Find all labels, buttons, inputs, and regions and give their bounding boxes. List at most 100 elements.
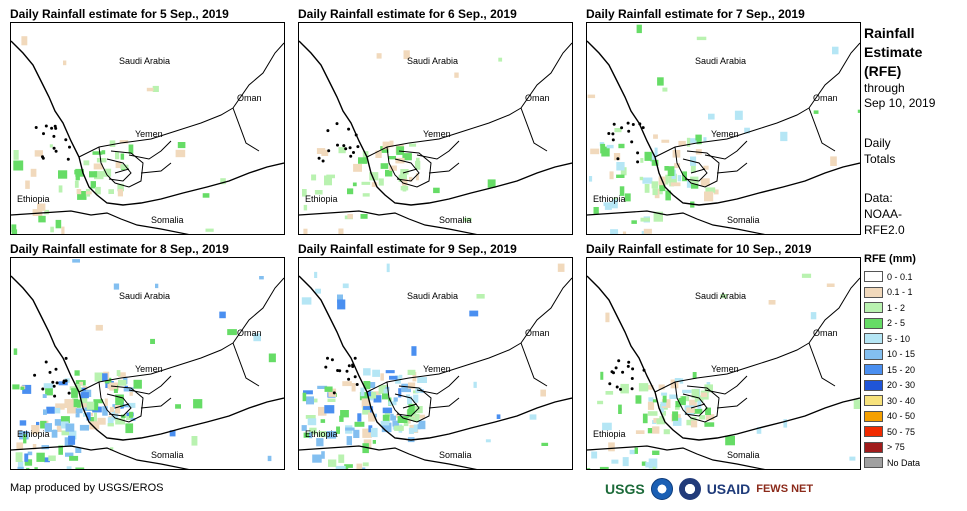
rainfall-cell bbox=[810, 312, 817, 320]
rainfall-cell bbox=[115, 151, 120, 160]
rainfall-cell bbox=[652, 188, 658, 196]
rainfall-cell bbox=[303, 204, 308, 211]
rainfall-cell bbox=[302, 392, 307, 402]
legend-label: 1 - 2 bbox=[887, 302, 906, 313]
side-through: through Sep 10, 2019 bbox=[864, 81, 935, 111]
island bbox=[353, 356, 357, 360]
rainfall-cell bbox=[54, 407, 61, 414]
rainfall-cell bbox=[540, 389, 546, 397]
rainfall-cell bbox=[44, 423, 52, 432]
map-label-yemen: Yemen bbox=[711, 364, 739, 374]
rainfall-cell bbox=[695, 134, 702, 141]
rainfall-cell bbox=[21, 36, 28, 46]
border-line bbox=[682, 158, 708, 182]
rainfall-cell bbox=[393, 397, 398, 402]
rainfall-cell bbox=[476, 294, 485, 299]
border-line bbox=[520, 42, 572, 109]
rainfall-cell bbox=[667, 166, 675, 176]
rainfall-cell bbox=[704, 384, 713, 393]
rainfall-cell bbox=[76, 189, 82, 195]
rainfall-cell bbox=[589, 176, 593, 182]
panel-6-sep: Daily Rainfall estimate for 6 Sep., 2019… bbox=[298, 7, 573, 235]
rainfall-cell bbox=[376, 53, 382, 59]
rainfall-cell bbox=[635, 395, 642, 404]
rainfall-cell bbox=[635, 430, 645, 434]
rainfall-cell bbox=[675, 406, 680, 410]
rainfall-cell bbox=[86, 412, 91, 421]
border-line bbox=[690, 403, 706, 409]
rainfall-cell bbox=[372, 369, 380, 377]
rainfall-cell bbox=[407, 382, 416, 389]
legend-label: 10 - 15 bbox=[887, 349, 916, 360]
rainfall-cell bbox=[380, 420, 390, 426]
rainfall-map: Saudi Arabia Oman Yemen Ethiopia Somalia bbox=[298, 22, 573, 235]
data-label: Data: bbox=[864, 191, 893, 205]
map-label-oman: Oman bbox=[813, 93, 838, 103]
rainfall-cell bbox=[152, 85, 159, 92]
legend-swatch bbox=[864, 271, 883, 283]
rainfall-cell bbox=[677, 175, 682, 182]
rainfall-cell bbox=[826, 283, 835, 287]
rainfall-cell bbox=[338, 147, 346, 154]
rainfall-cell bbox=[700, 178, 710, 187]
rainfall-cell bbox=[95, 324, 103, 331]
rainfall-cell bbox=[682, 389, 692, 394]
rainfall-cell bbox=[670, 182, 681, 187]
rainfall-cell bbox=[401, 178, 408, 186]
border-line bbox=[366, 107, 522, 158]
rainfall-cell bbox=[109, 406, 114, 413]
rainfall-cell bbox=[68, 430, 77, 440]
rainfall-cell bbox=[15, 452, 23, 462]
island bbox=[620, 126, 624, 130]
coastline bbox=[11, 275, 284, 441]
legend-item: 20 - 30 bbox=[864, 378, 920, 394]
rainfall-cell bbox=[686, 180, 693, 188]
rainfall-cell bbox=[651, 159, 659, 166]
map-label-somalia: Somalia bbox=[727, 215, 760, 225]
rainfall-cell bbox=[661, 392, 668, 396]
rainfall-cell bbox=[34, 150, 43, 157]
legend-swatch bbox=[864, 457, 883, 469]
rainfall-cell bbox=[346, 436, 352, 446]
rainfall-cell bbox=[696, 36, 707, 41]
panel-9-sep: Daily Rainfall estimate for 9 Sep., 2019… bbox=[298, 242, 573, 470]
legend-label: > 75 bbox=[887, 442, 905, 453]
side-data: Data: NOAA- RFE2.0 bbox=[864, 190, 905, 238]
rainfall-cell bbox=[67, 407, 77, 414]
island bbox=[332, 391, 336, 395]
rainfall-cell bbox=[324, 175, 332, 186]
island bbox=[52, 146, 56, 150]
rainfall-cell bbox=[318, 406, 327, 416]
border-line bbox=[128, 375, 172, 395]
rainfall-cell bbox=[686, 407, 695, 413]
rainfall-cell bbox=[337, 299, 346, 310]
rainfall-cell bbox=[372, 440, 376, 444]
rainfall-cell bbox=[618, 143, 625, 149]
rainfall-cell bbox=[115, 401, 124, 407]
border-line bbox=[232, 107, 260, 152]
map-label-saudi: Saudi Arabia bbox=[407, 291, 459, 301]
rainfall-cell bbox=[318, 431, 327, 438]
panel-title: Daily Rainfall estimate for 9 Sep., 2019 bbox=[298, 242, 517, 256]
island bbox=[630, 377, 634, 380]
border-line bbox=[716, 162, 748, 174]
rainfall-cell bbox=[691, 389, 700, 399]
rainfall-cell bbox=[360, 387, 365, 397]
rainfall-cell bbox=[312, 454, 322, 463]
rainfall-cell bbox=[405, 394, 410, 398]
rainfall-cell bbox=[690, 420, 698, 428]
border-line bbox=[232, 42, 284, 109]
rainfall-cell bbox=[652, 426, 660, 434]
rainfall-cell bbox=[118, 372, 126, 378]
rainfall-cell bbox=[314, 271, 318, 278]
rainfall-cell bbox=[175, 149, 186, 158]
rainfall-cell bbox=[593, 207, 599, 214]
rainfall-cell bbox=[642, 177, 653, 184]
island bbox=[342, 144, 346, 148]
rainfall-cell bbox=[32, 444, 37, 450]
map-label-yemen: Yemen bbox=[135, 364, 163, 374]
africa-coastline bbox=[299, 210, 478, 234]
rainfall-cell bbox=[16, 442, 24, 450]
border-line bbox=[232, 342, 260, 387]
rainfall-cell bbox=[619, 186, 625, 196]
